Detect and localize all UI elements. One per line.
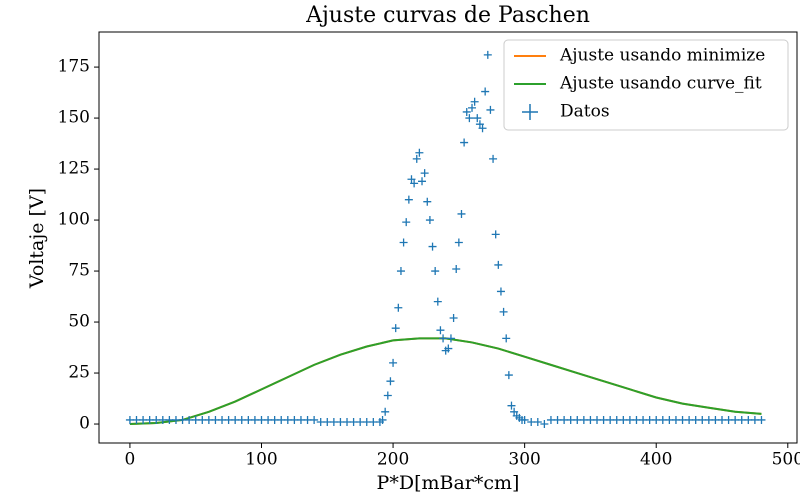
data-point — [394, 303, 403, 312]
data-point — [399, 238, 408, 247]
data-point — [494, 260, 503, 269]
data-point — [396, 267, 405, 276]
data-point — [462, 107, 471, 116]
data-point — [489, 154, 498, 163]
data-point — [510, 407, 519, 416]
chart-title: Ajuste curvas de Paschen — [305, 3, 590, 28]
x-tick-label: 500 — [772, 450, 800, 470]
data-point — [378, 415, 387, 424]
x-tick-label: 0 — [125, 450, 136, 470]
data-point — [391, 324, 400, 333]
data-point — [402, 218, 411, 227]
data-point — [425, 216, 434, 225]
data-point — [496, 287, 505, 296]
data-point — [449, 313, 458, 322]
data-point — [481, 87, 490, 96]
legend-box — [503, 39, 789, 131]
x-tick-label: 400 — [640, 450, 672, 470]
data-point — [507, 401, 516, 410]
plot-frame — [98, 31, 798, 444]
legend-label: Ajuste usando minimize — [559, 46, 765, 66]
y-tick-label: 150 — [58, 108, 90, 128]
data-point — [386, 377, 395, 386]
data-point — [465, 114, 474, 123]
data-point — [383, 391, 392, 400]
x-tick-label: 300 — [508, 450, 540, 470]
data-point — [491, 230, 500, 239]
legend-label: Ajuste usando curve_fit — [559, 74, 762, 94]
data-point — [502, 334, 511, 343]
y-tick-label: 0 — [79, 414, 90, 434]
data-point — [428, 242, 437, 251]
data-point — [757, 415, 766, 424]
data-point — [454, 238, 463, 247]
data-point — [452, 265, 461, 274]
data-point — [540, 420, 549, 429]
data-point — [457, 209, 466, 218]
y-tick-label: 25 — [68, 363, 90, 383]
data-point — [404, 195, 413, 204]
y-tick-label: 175 — [58, 57, 90, 77]
data-point — [420, 169, 429, 178]
data-point — [431, 267, 440, 276]
data-point — [410, 179, 419, 188]
y-tick-label: 125 — [58, 159, 90, 179]
data-point — [499, 307, 508, 316]
data-point — [470, 97, 479, 106]
data-point — [407, 175, 416, 184]
data-point — [486, 105, 495, 114]
x-tick-label: 200 — [377, 450, 409, 470]
data-point — [446, 334, 455, 343]
legend-swatch — [522, 104, 538, 120]
data-point — [412, 154, 421, 163]
data-point — [468, 103, 477, 112]
data-point — [415, 148, 424, 157]
data-point — [460, 138, 469, 147]
y-axis-label: Voltaje [V] — [26, 188, 48, 289]
data-point — [310, 415, 319, 424]
y-tick-label: 75 — [68, 261, 90, 281]
x-axis-label: P*D[mBar*cm] — [377, 472, 520, 494]
data-point — [483, 50, 492, 59]
data-point — [389, 358, 398, 367]
legend-label: Datos — [560, 102, 610, 122]
data-point — [433, 297, 442, 306]
data-point — [478, 124, 487, 133]
data-point — [439, 334, 448, 343]
y-tick-label: 50 — [68, 312, 90, 332]
data-point — [533, 417, 542, 426]
data-point — [436, 326, 445, 335]
data-point — [504, 371, 513, 380]
data-point — [473, 114, 482, 123]
data-point — [423, 197, 432, 206]
data-point — [418, 177, 427, 186]
data-point — [475, 120, 484, 129]
y-tick-label: 100 — [58, 210, 90, 230]
data-point — [381, 407, 390, 416]
x-tick-label: 100 — [245, 450, 277, 470]
data-point — [520, 415, 529, 424]
data-point — [444, 344, 453, 353]
